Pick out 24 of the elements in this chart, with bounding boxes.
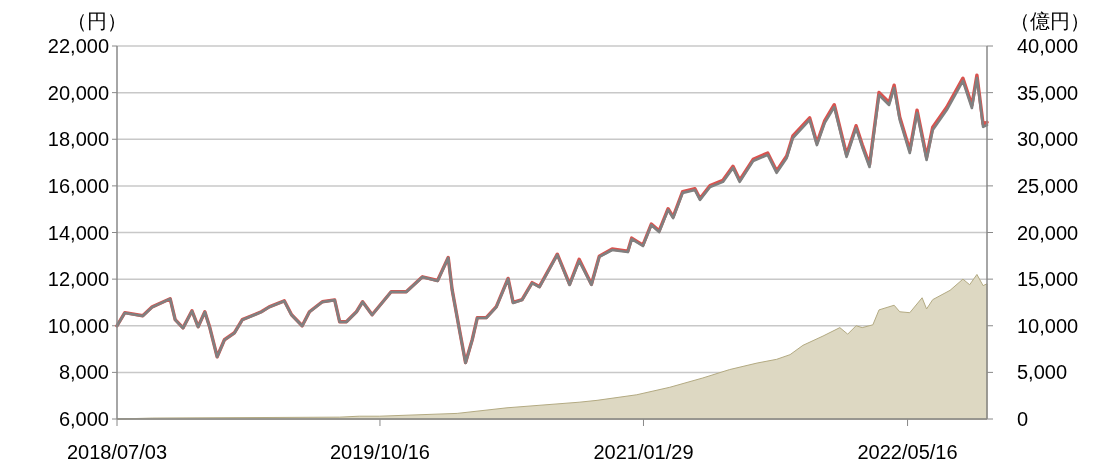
y-tick-label: 14,000	[47, 221, 109, 244]
y-tick-label: 20,000	[47, 81, 109, 104]
y-axis-title: （円）	[67, 10, 127, 32]
y2-tick-label: 20,000	[1017, 221, 1079, 244]
x-tick-label: 2019/10/16	[329, 441, 431, 463]
x-tick-label: 2021/01/29	[593, 441, 694, 463]
y2-tick-label: 15,000	[1017, 268, 1079, 291]
y2-tick-label: 30,000	[1017, 128, 1079, 151]
y2-tick-label: 25,000	[1017, 174, 1079, 197]
y-tick-label: 22,000	[47, 35, 109, 57]
x-tick-label: 2018/07/03	[66, 441, 168, 463]
y-tick-label: 18,000	[47, 128, 109, 151]
y2-axis-title: （億円）	[1010, 10, 1090, 32]
y2-tick-label: 0	[1017, 408, 1029, 430]
y2-tick-label: 40,000	[1017, 35, 1079, 57]
y-tick-label: 16,000	[47, 174, 109, 197]
y2-tick-label: 35,000	[1017, 81, 1079, 104]
y-tick-label: 8,000	[58, 361, 109, 384]
x-tick-label: 2022/05/16	[857, 441, 958, 463]
y-tick-label: 10,000	[47, 314, 109, 337]
y2-tick-label: 5,000	[1017, 361, 1068, 384]
y-tick-label: 12,000	[47, 268, 109, 291]
y2-tick-label: 10,000	[1017, 314, 1079, 337]
y-tick-label: 6,000	[58, 408, 109, 430]
